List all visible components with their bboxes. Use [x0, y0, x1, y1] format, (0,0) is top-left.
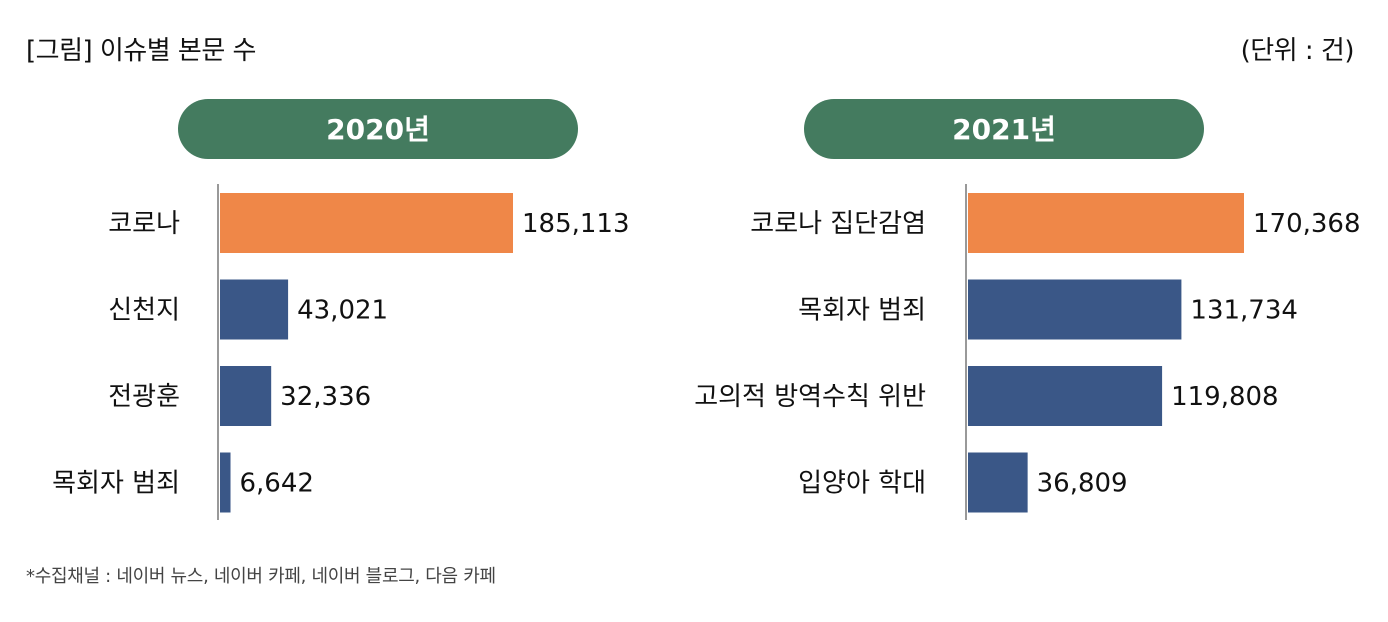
bar: [968, 279, 1182, 340]
category-label: 코로나 집단감염: [750, 209, 926, 239]
category-label: 입양아 학대: [798, 469, 926, 499]
panel-title: 2020년: [326, 113, 430, 146]
data-label: 170,368: [1253, 209, 1361, 239]
category-label: 고의적 방역수칙 위반: [694, 382, 926, 412]
bar: [220, 452, 231, 513]
footnote: *수집채널 : 네이버 뉴스, 네이버 카페, 네이버 블로그, 다음 카페: [26, 566, 496, 587]
category-label: 코로나: [108, 209, 180, 239]
data-label: 131,734: [1190, 296, 1298, 326]
category-label: 목회자 범죄: [798, 296, 926, 326]
category-label: 전광훈: [108, 382, 180, 412]
panel-header-pill: [804, 99, 1204, 159]
bar: [968, 366, 1163, 426]
panel-title: 2021년: [952, 113, 1056, 146]
category-label: 신천지: [108, 296, 180, 326]
data-label: 6,642: [240, 469, 314, 499]
data-label: 32,336: [280, 382, 371, 412]
chart-title: [그림] 이슈별 본문 수: [26, 36, 256, 66]
bar: [968, 193, 1244, 253]
bar: [220, 279, 289, 340]
category-label: 목회자 범죄: [52, 469, 180, 499]
data-label: 43,021: [297, 296, 388, 326]
bar: [968, 452, 1028, 513]
unit-label: (단위 : 건): [1240, 36, 1355, 66]
bar: [220, 193, 513, 253]
data-label: 119,808: [1171, 382, 1279, 412]
data-label: 36,809: [1037, 469, 1128, 499]
data-label: 185,113: [522, 209, 630, 239]
bar: [220, 366, 272, 426]
panel-header-pill: [178, 99, 578, 159]
